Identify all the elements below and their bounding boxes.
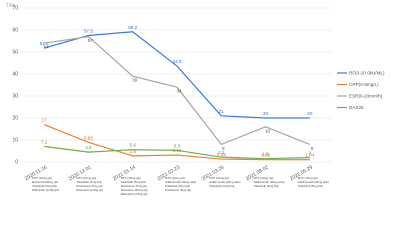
series-line bbox=[44, 145, 310, 160]
y-tick-label: 40 bbox=[12, 72, 18, 78]
medication-note: MTX (10mg qw) bbox=[121, 176, 141, 180]
medication-note: MTX (10mg qw) bbox=[254, 176, 274, 180]
data-label: 8 bbox=[311, 146, 314, 151]
legend-label: RF(0-20.0kU/ML) bbox=[349, 71, 385, 76]
medication-note: Adalimumab (40mg q2w) bbox=[209, 180, 240, 184]
data-label: 34 bbox=[176, 89, 182, 94]
data-label: 2.2 bbox=[218, 150, 225, 155]
data-label: 7.1 bbox=[41, 139, 48, 144]
legend-label: DAS28 bbox=[349, 105, 364, 110]
y-tick-label: 60 bbox=[12, 28, 18, 34]
data-label: 8.93 bbox=[84, 135, 93, 140]
series-line bbox=[43, 31, 310, 119]
data-label: 59.2 bbox=[128, 25, 137, 30]
data-label: 57.5 bbox=[84, 29, 93, 34]
medication-note: Duloxetine (60mg qd) bbox=[121, 188, 148, 192]
medication-note: Etoricoxib (60mg qd) bbox=[32, 180, 58, 184]
data-label: 1.5 bbox=[262, 152, 269, 157]
y-tick-label: 70 bbox=[12, 6, 18, 12]
medication-note: MTX (10mg qw) bbox=[209, 176, 229, 180]
data-label: 16 bbox=[265, 128, 271, 133]
data-label: 21 bbox=[219, 109, 225, 114]
data-label: 1.33 bbox=[217, 152, 226, 157]
data-label: 5.3 bbox=[174, 143, 181, 148]
medication-note: Rifampicin (0.45g qd) bbox=[32, 188, 59, 192]
legend-label: CRP(0-8mg/L) bbox=[349, 82, 379, 87]
data-label: 2 bbox=[309, 151, 312, 156]
y-tick-label: 10 bbox=[12, 138, 18, 144]
chart-title: Title bbox=[6, 3, 15, 9]
y-tick-label: 20 bbox=[12, 116, 18, 122]
page: Title 0 10 20 30 40 50 60 70 2020.11.16 MTX (10mg… bbox=[6, 3, 385, 196]
medication-note: MTX (10mg qw) bbox=[32, 176, 52, 180]
data-label: 5.6 bbox=[130, 143, 137, 148]
data-label: 54 bbox=[44, 45, 50, 50]
data-label: 8 bbox=[222, 146, 225, 151]
data-label: 20 bbox=[263, 111, 269, 116]
medication-note: Prednisone (5mg qd) bbox=[165, 188, 191, 192]
medication-note: Tofacitinib (5mg bid) bbox=[254, 184, 279, 188]
data-label: 20 bbox=[307, 111, 313, 116]
medication-note: Tofacitinib (5mg bid) bbox=[209, 184, 234, 188]
medication-note: MTX (10mg qw) bbox=[76, 176, 96, 180]
medication-note: Rifampicin (0.45g qd) bbox=[121, 192, 148, 196]
data-label: 1.04 bbox=[305, 153, 314, 158]
medication-note: Tofacitinib (5mg bid) bbox=[165, 184, 190, 188]
y-tick-label: 30 bbox=[12, 94, 18, 100]
medication-note: Tofacitinib (5mg bid) bbox=[76, 180, 101, 184]
y-tick-label: 50 bbox=[12, 50, 18, 56]
medication-note: MTX (10mg qw) bbox=[165, 176, 185, 180]
data-label: 39 bbox=[132, 78, 138, 83]
data-label: 57 bbox=[88, 38, 94, 43]
medication-note: MTX (10mg qw) bbox=[298, 176, 318, 180]
data-label: 2.8 bbox=[130, 149, 137, 154]
medication-note: Tofacitinib (5mg bid) bbox=[121, 180, 146, 184]
legend-label: ESR(0-20mm/h) bbox=[349, 94, 383, 99]
medication-note: Rifampicin (0.45g qd) bbox=[76, 188, 103, 192]
series-line bbox=[43, 124, 310, 161]
data-label: 1.06 bbox=[261, 153, 270, 158]
data-label: 4.5 bbox=[85, 145, 92, 150]
medication-note: Prednisone (5mg qd) bbox=[76, 184, 102, 188]
medication-note: Adalimumab (40mg q2w) bbox=[165, 180, 196, 184]
data-label: 43.6 bbox=[173, 59, 182, 64]
medication-note: Prednisone (5mg qd) bbox=[121, 184, 147, 188]
medication-note: Adalimumab (40mg q2w) bbox=[254, 180, 285, 184]
medication-note: Tofacitinib (5mg bid) bbox=[32, 184, 57, 188]
medication-note: Adalimumab (40mg q2w) bbox=[298, 180, 329, 184]
y-tick-label: 0 bbox=[15, 160, 18, 166]
medication-note: Tofacitinib (5mg bid) bbox=[298, 184, 323, 188]
data-label: 17 bbox=[42, 118, 48, 123]
series-line bbox=[44, 35, 311, 146]
